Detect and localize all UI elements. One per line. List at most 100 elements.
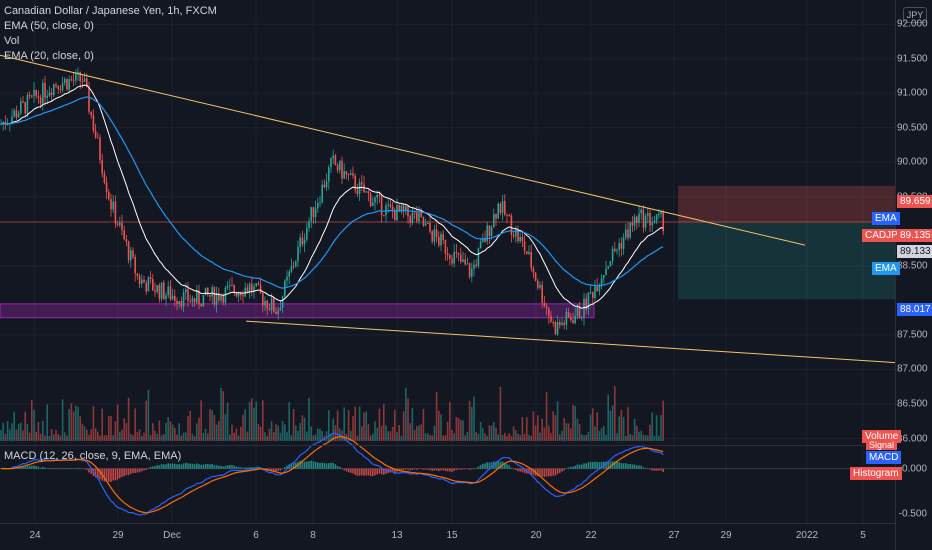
volume-bar — [156, 433, 158, 441]
candle-body — [578, 306, 581, 319]
volume-bar — [97, 431, 99, 441]
candle-body — [611, 248, 614, 262]
candle-body — [312, 207, 315, 218]
ema20-legend[interactable]: EMA (20, close, 0) — [4, 50, 94, 62]
histogram-bar — [110, 468, 112, 482]
signal-line — [1, 435, 664, 514]
candle-body — [220, 295, 222, 301]
candle-body — [660, 212, 662, 215]
currency-button[interactable]: JPY — [903, 7, 927, 23]
histogram-bar — [548, 468, 550, 477]
volume-bar — [215, 424, 218, 441]
candle-body — [211, 287, 213, 297]
volume-bar — [286, 432, 288, 441]
time-axis-label: 20 — [530, 530, 542, 541]
candle-body — [638, 213, 640, 224]
histogram-bar — [519, 468, 521, 472]
histogram-bar — [336, 466, 339, 469]
macd-legend[interactable]: MACD (12, 26, close, 9, EMA, EMA) — [4, 450, 182, 462]
volume-bar — [372, 433, 374, 441]
volume-bar — [475, 431, 477, 441]
candle-body — [644, 215, 647, 228]
histogram-bar — [53, 468, 55, 469]
histogram-bar — [345, 468, 348, 472]
symbol-title[interactable]: Canadian Dollar / Japanese Yen, 1h, FXCM — [4, 5, 217, 17]
histogram-bar — [132, 468, 134, 473]
histogram-bar — [587, 462, 590, 469]
candle-body — [541, 284, 543, 303]
volume-bar — [273, 432, 275, 441]
histogram-bar — [614, 461, 616, 469]
candle-body — [409, 216, 411, 224]
candle-body — [15, 110, 18, 118]
candle-body — [83, 78, 86, 82]
candle-body — [640, 209, 642, 214]
histogram-bar — [449, 468, 451, 472]
candle-body — [367, 191, 370, 194]
candle-body — [268, 308, 271, 310]
histogram-bar — [218, 465, 220, 469]
volume-bar — [288, 402, 290, 441]
histogram-bar — [506, 464, 508, 469]
volume-bar — [482, 427, 484, 441]
histogram-bar — [191, 463, 194, 469]
volume-bar — [418, 425, 420, 441]
candle-body — [376, 194, 378, 198]
candle-body — [191, 298, 194, 302]
candle-body — [631, 222, 634, 226]
volume-bar — [70, 403, 73, 441]
volume-bar — [633, 418, 636, 441]
candle-body — [627, 229, 629, 238]
histogram-bar — [103, 468, 106, 482]
volume-bar — [660, 415, 662, 441]
candle-body — [22, 101, 24, 103]
candle-body — [528, 252, 530, 255]
volume-legend[interactable]: Vol — [4, 35, 20, 47]
histogram-bar — [189, 463, 191, 469]
candle-body — [270, 298, 273, 310]
volume-bar — [171, 424, 174, 441]
histogram-bar — [48, 468, 51, 469]
histogram-bar — [31, 465, 33, 469]
histogram-bar — [552, 468, 554, 476]
volume-bar — [193, 435, 196, 441]
ema50-legend[interactable]: EMA (50, close, 0) — [4, 20, 94, 32]
histogram-bar — [376, 468, 378, 475]
volume-bar — [515, 430, 517, 441]
candle-body — [594, 286, 596, 298]
candle-body — [552, 322, 554, 324]
volume-bar — [541, 418, 543, 441]
candle-body — [53, 84, 55, 95]
histogram-bar — [57, 468, 59, 469]
volume-bar — [224, 414, 227, 441]
volume-bar — [132, 435, 134, 441]
volume-bar — [545, 392, 548, 441]
pane-separator[interactable] — [0, 445, 895, 446]
volume-bar — [53, 434, 55, 441]
histogram-bar — [427, 468, 429, 470]
volume-bar — [398, 425, 400, 441]
histogram-bar — [537, 468, 539, 477]
histogram-bar — [88, 468, 90, 473]
volume-bar — [374, 421, 376, 441]
volume-bar — [202, 433, 205, 441]
histogram-bar — [574, 465, 576, 469]
candle-body — [156, 284, 158, 292]
histogram-bar — [497, 460, 499, 469]
volume-bar — [413, 430, 416, 441]
candle-body — [13, 110, 15, 117]
trendlines[interactable] — [0, 54, 896, 364]
histogram-bar — [160, 464, 163, 469]
volume-bar — [121, 429, 123, 441]
volume-bar — [383, 404, 385, 441]
candle-body — [81, 80, 84, 82]
volume-bar — [248, 401, 251, 441]
volume-bar — [442, 435, 444, 441]
volume-bar — [301, 415, 304, 441]
volume-bar — [59, 435, 62, 441]
candle-body — [277, 310, 279, 315]
volume-bar — [655, 415, 658, 441]
candle-body — [512, 234, 515, 237]
volume-bar — [6, 420, 9, 441]
